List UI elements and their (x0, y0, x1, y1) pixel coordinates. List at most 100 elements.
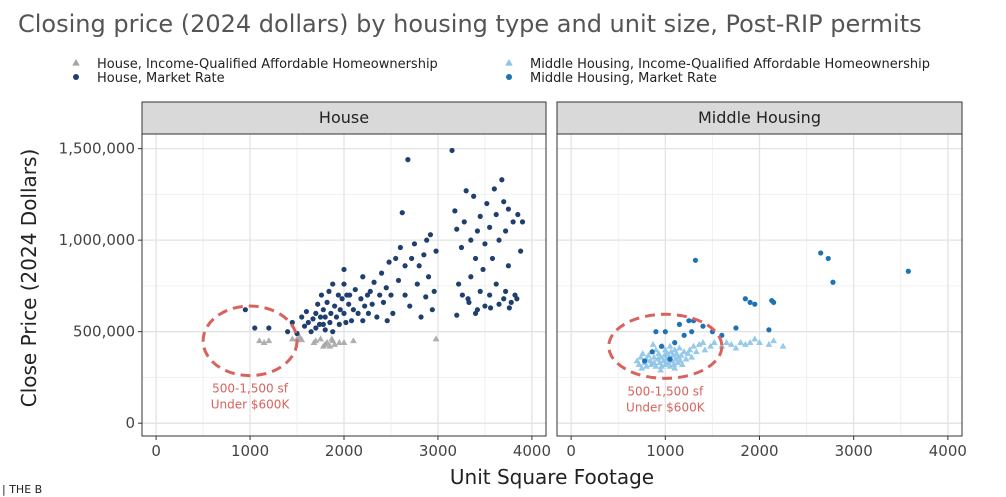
data-point (252, 325, 258, 331)
data-point (402, 263, 408, 269)
data-point (510, 219, 516, 225)
data-point (482, 303, 488, 309)
x-tick-label: 1000 (231, 442, 269, 460)
data-point (383, 285, 389, 291)
panel-border (141, 133, 547, 437)
data-point (718, 342, 726, 349)
data-point (514, 296, 520, 302)
data-point (317, 335, 324, 342)
series-0-1 (242, 147, 526, 337)
data-point (367, 288, 373, 295)
data-point (369, 301, 375, 307)
series-0-0 (256, 333, 440, 349)
data-point (684, 350, 692, 356)
data-point (681, 332, 687, 338)
chart-title: Closing price (2024 dollars) by housing … (18, 10, 922, 38)
data-point (503, 288, 509, 295)
data-point (692, 257, 699, 263)
data-point (313, 310, 319, 316)
data-point (649, 340, 657, 347)
data-point (330, 281, 336, 287)
data-point (388, 292, 394, 298)
data-point (322, 314, 328, 320)
annotation-ellipse (201, 304, 299, 378)
data-point (727, 340, 735, 347)
data-point (377, 292, 383, 298)
data-point (468, 237, 474, 243)
legend-key-0 (72, 59, 80, 66)
data-point (674, 359, 681, 366)
data-point (362, 303, 368, 309)
data-point (397, 244, 403, 251)
data-point (669, 351, 677, 358)
annotation-line1: 500-1,500 sf (627, 384, 704, 398)
data-point (365, 310, 372, 316)
data-point (666, 362, 674, 369)
legend-label-1: House, Market Rate (97, 71, 225, 86)
data-point (449, 147, 455, 154)
data-point (701, 346, 709, 353)
data-point (482, 241, 488, 247)
data-point (690, 342, 697, 349)
data-point (695, 340, 703, 347)
data-point (371, 279, 377, 285)
data-point (322, 327, 328, 333)
data-point (496, 301, 502, 307)
data-point (395, 277, 402, 284)
data-point (399, 210, 405, 216)
data-point (310, 316, 316, 322)
data-point (670, 361, 678, 367)
data-point (496, 237, 502, 243)
data-point (461, 219, 467, 225)
data-point (265, 337, 273, 344)
data-point (484, 200, 490, 207)
data-point (452, 208, 458, 214)
data-point (672, 340, 678, 346)
data-point (746, 339, 754, 345)
data-point (341, 310, 347, 316)
data-point (643, 362, 650, 369)
data-point (336, 321, 342, 327)
data-point (346, 301, 352, 307)
data-point (676, 321, 683, 327)
data-point (707, 342, 714, 349)
data-point (682, 355, 690, 362)
data-point (343, 319, 349, 326)
data-point (765, 340, 773, 347)
data-point (386, 259, 392, 265)
data-point (641, 358, 648, 364)
data-point (320, 307, 326, 313)
data-point (355, 310, 361, 316)
data-point (825, 255, 831, 262)
data-point (471, 193, 477, 199)
data-point (423, 294, 429, 300)
data-point (308, 329, 314, 335)
data-point (360, 318, 366, 324)
data-point (418, 314, 424, 320)
data-point (649, 349, 655, 355)
data-point (741, 340, 749, 347)
data-point (501, 199, 507, 205)
data-point (818, 250, 824, 256)
data-point (474, 307, 481, 313)
data-point (468, 274, 474, 280)
x-tick-label: 3000 (419, 442, 457, 460)
data-point (770, 337, 778, 344)
data-point (751, 335, 759, 342)
data-point (644, 351, 652, 358)
data-point (384, 318, 390, 324)
data-point (515, 211, 521, 218)
data-point (477, 213, 483, 219)
data-point (657, 353, 665, 360)
legend-key-1 (73, 74, 79, 80)
data-point (454, 312, 460, 318)
data-point (505, 263, 512, 269)
data-point (658, 362, 665, 369)
data-point (327, 319, 333, 326)
data-point (472, 255, 479, 262)
data-point (349, 337, 357, 344)
data-point (518, 248, 524, 254)
data-point (747, 299, 753, 305)
data-point (416, 263, 422, 269)
data-point (830, 279, 836, 285)
